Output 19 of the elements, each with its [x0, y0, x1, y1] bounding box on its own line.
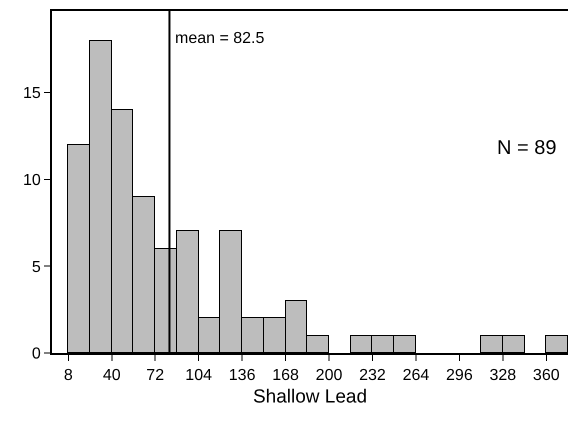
x-tick-label: 40 [102, 367, 121, 384]
x-tick-label: 72 [146, 367, 164, 384]
x-tick-label: 296 [446, 367, 473, 384]
x-tick-label: 104 [185, 367, 212, 384]
x-tick-label: 136 [228, 367, 256, 384]
y-tick-label: 0 [32, 346, 41, 363]
x-tick-label: 264 [402, 367, 430, 384]
y-tick-label: 10 [23, 172, 41, 189]
y-tick-label: 5 [32, 258, 41, 276]
x-tick-label: 360 [532, 367, 560, 384]
x-tick-label: 232 [359, 367, 386, 384]
x-tick-label: 328 [489, 367, 516, 384]
x-tick-label: 8 [64, 367, 73, 384]
ref-line-label: mean = 82.5 [175, 30, 264, 47]
annotation: N = 89 [497, 137, 556, 159]
y-tick-label: 15 [23, 85, 41, 102]
x-tick-label: 200 [316, 367, 342, 384]
x-axis-title: Shallow Lead [252, 386, 368, 408]
x-tick-label: 168 [272, 367, 300, 384]
